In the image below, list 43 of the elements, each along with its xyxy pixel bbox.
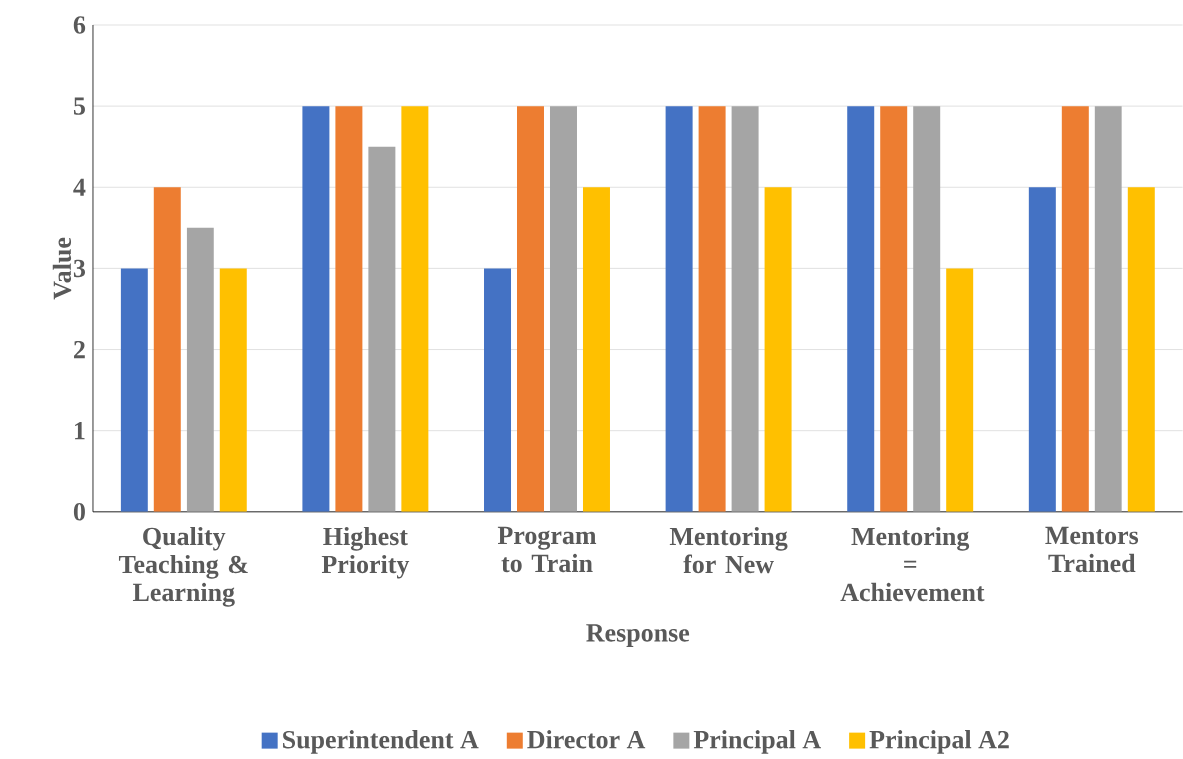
x-tick-label: Highest Priority xyxy=(321,526,410,579)
bar xyxy=(731,106,759,512)
x-tick-label: Mentoring = Achievement xyxy=(840,526,985,602)
x-tick-label: Mentoring for New xyxy=(669,526,788,574)
x-axis-title: Response xyxy=(586,624,690,647)
bar xyxy=(880,106,908,512)
y-tick-label: 1 xyxy=(74,422,85,440)
bar xyxy=(764,187,792,512)
y-tick-label: 5 xyxy=(73,97,85,115)
bar xyxy=(186,227,214,512)
bar xyxy=(401,106,429,512)
bar xyxy=(302,106,330,512)
bar xyxy=(1028,187,1056,512)
legend-label: Principal A2 xyxy=(869,730,1009,754)
bar xyxy=(1061,106,1089,512)
bar xyxy=(1094,106,1122,512)
bar xyxy=(698,106,726,512)
x-tick-label: Quality Teaching & Learning xyxy=(118,526,248,607)
y-tick-label: 0 xyxy=(73,502,85,521)
y-tick-label: 3 xyxy=(73,259,86,278)
bar xyxy=(335,106,363,512)
bar xyxy=(153,187,181,512)
bar xyxy=(549,106,577,512)
bar xyxy=(368,146,396,512)
y-tick-label: 2 xyxy=(74,340,85,359)
legend-label: Director A xyxy=(527,730,646,749)
bar xyxy=(946,268,974,512)
legend-label: Principal A xyxy=(693,730,821,754)
bar xyxy=(219,268,247,512)
bar xyxy=(120,268,148,512)
bar xyxy=(1127,187,1155,512)
bar xyxy=(484,268,511,512)
x-tick-label: Program to Train xyxy=(497,526,597,573)
bar xyxy=(582,187,610,512)
x-tick-label: Mentors Trained xyxy=(1045,526,1139,573)
y-axis-title: Value xyxy=(52,237,72,300)
y-tick-label: 6 xyxy=(73,16,86,34)
y-tick-label: 4 xyxy=(73,178,86,196)
bar xyxy=(665,106,693,512)
bar xyxy=(913,106,941,512)
legend-label: Superintendent A xyxy=(283,730,479,754)
bar xyxy=(847,106,875,512)
bar xyxy=(517,106,544,512)
